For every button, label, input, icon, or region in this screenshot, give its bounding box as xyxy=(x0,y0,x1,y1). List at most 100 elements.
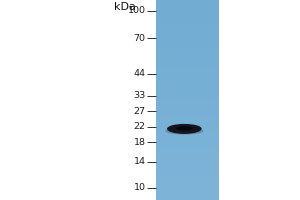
Bar xyxy=(156,68,219,69)
Bar xyxy=(156,152,219,153)
Bar xyxy=(156,185,219,186)
Bar xyxy=(156,77,219,78)
Bar xyxy=(156,95,219,96)
Bar xyxy=(156,25,219,26)
Bar xyxy=(156,4,219,5)
Bar xyxy=(156,98,219,99)
Ellipse shape xyxy=(167,124,202,134)
Bar xyxy=(156,67,219,68)
Bar xyxy=(156,17,219,18)
Text: 10: 10 xyxy=(134,183,146,192)
Bar xyxy=(156,84,219,85)
Bar xyxy=(156,93,219,94)
Text: 70: 70 xyxy=(134,34,146,43)
Bar xyxy=(156,27,219,28)
Bar xyxy=(156,47,219,48)
Bar xyxy=(156,116,219,117)
Bar xyxy=(156,198,219,199)
Bar xyxy=(156,3,219,4)
Bar xyxy=(156,61,219,62)
Bar xyxy=(156,141,219,142)
Bar xyxy=(156,29,219,30)
Bar xyxy=(156,112,219,113)
Bar xyxy=(156,9,219,10)
Text: 27: 27 xyxy=(134,107,146,116)
Bar xyxy=(156,22,219,23)
Bar xyxy=(156,183,219,184)
Bar xyxy=(156,28,219,29)
Bar xyxy=(156,140,219,141)
Bar xyxy=(156,129,219,130)
Bar xyxy=(156,16,219,17)
Bar xyxy=(156,145,219,146)
Bar xyxy=(156,104,219,105)
Bar xyxy=(156,126,219,127)
Bar xyxy=(156,72,219,73)
Bar xyxy=(156,143,219,144)
Text: 100: 100 xyxy=(128,6,146,15)
Bar xyxy=(156,48,219,49)
Bar xyxy=(156,163,219,164)
Bar xyxy=(156,102,219,103)
Bar xyxy=(156,23,219,24)
Bar xyxy=(156,42,219,43)
Bar xyxy=(156,117,219,118)
Bar xyxy=(156,34,219,35)
Bar xyxy=(156,14,219,15)
Bar xyxy=(156,134,219,135)
Bar xyxy=(156,142,219,143)
Bar xyxy=(156,181,219,182)
Bar xyxy=(156,73,219,74)
Bar xyxy=(156,186,219,187)
Bar xyxy=(156,151,219,152)
Bar xyxy=(156,71,219,72)
Bar xyxy=(156,149,219,150)
Bar xyxy=(156,62,219,63)
Bar xyxy=(156,15,219,16)
Bar xyxy=(156,51,219,52)
Bar xyxy=(156,87,219,88)
Text: 14: 14 xyxy=(134,157,146,166)
Bar xyxy=(156,19,219,20)
Bar xyxy=(156,60,219,61)
Bar xyxy=(156,10,219,11)
Bar xyxy=(156,136,219,137)
Bar xyxy=(156,52,219,53)
Bar xyxy=(156,78,219,79)
Bar xyxy=(156,24,219,25)
Bar xyxy=(156,82,219,83)
Bar xyxy=(156,80,219,81)
Bar xyxy=(156,182,219,183)
Bar xyxy=(156,138,219,139)
Bar xyxy=(156,38,219,39)
Bar xyxy=(156,160,219,161)
Bar xyxy=(156,157,219,158)
Bar xyxy=(156,170,219,171)
Text: 44: 44 xyxy=(134,69,146,78)
Bar xyxy=(156,177,219,178)
Bar xyxy=(156,46,219,47)
Bar xyxy=(156,97,219,98)
Bar xyxy=(156,180,219,181)
Bar xyxy=(156,103,219,104)
Bar xyxy=(156,132,219,133)
Bar xyxy=(156,191,219,192)
Bar xyxy=(156,63,219,64)
Bar xyxy=(156,43,219,44)
Bar xyxy=(156,64,219,65)
Bar xyxy=(156,125,219,126)
Bar xyxy=(156,49,219,50)
Bar xyxy=(156,11,219,12)
Bar xyxy=(156,155,219,156)
Bar xyxy=(156,173,219,174)
Bar xyxy=(156,105,219,106)
Bar xyxy=(156,118,219,119)
Bar xyxy=(156,0,219,1)
Bar xyxy=(156,121,219,122)
Bar xyxy=(156,13,219,14)
Bar xyxy=(156,153,219,154)
Bar xyxy=(156,40,219,41)
Bar xyxy=(156,31,219,32)
Bar xyxy=(156,100,219,101)
Bar xyxy=(156,167,219,168)
